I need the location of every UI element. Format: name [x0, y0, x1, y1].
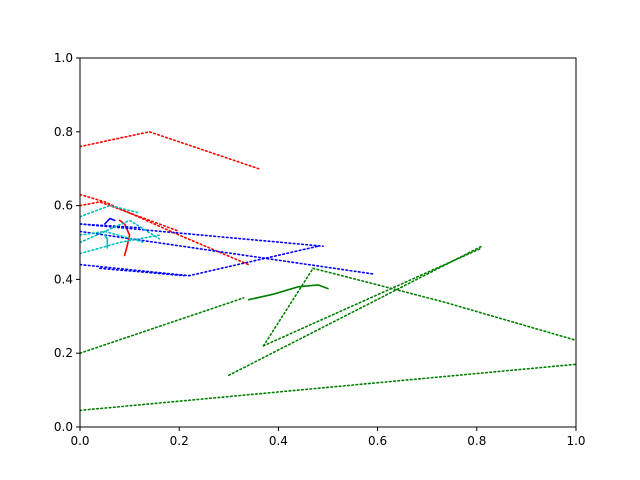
green-solid-series-line-21 [247, 284, 329, 301]
blue-solid-series-line-9 [104, 217, 116, 225]
y-tick-label: 1.0 [54, 51, 73, 65]
blue-dotted-series-line-8 [80, 223, 141, 229]
cyan-solid-series-line-14 [104, 234, 109, 249]
series-group [80, 131, 576, 412]
x-axis: 0.0 0.2 0.4 0.6 0.8 1.0 [70, 427, 586, 448]
x-tick-label: 0.8 [467, 434, 486, 448]
red-dotted-series-line-1 [80, 193, 250, 266]
green-dotted-series-line-19 [262, 247, 483, 347]
blue-dotted-series-line-6 [80, 245, 319, 277]
green-dotted-series-line-18 [228, 245, 483, 377]
red-dotted-series-line-0 [80, 131, 260, 170]
x-tick-label: 0.6 [368, 434, 387, 448]
blue-dotted-series-line-4 [80, 223, 324, 247]
y-tick-label: 0.0 [54, 420, 73, 434]
x-tick-label: 0.0 [70, 434, 89, 448]
cyan-dotted-series-line-12 [80, 219, 161, 244]
green-dotted-series-line-20 [262, 267, 314, 347]
y-tick-label: 0.2 [54, 346, 73, 360]
x-tick-label: 1.0 [566, 434, 585, 448]
green-dotted-series-line-15 [80, 297, 245, 355]
plot-frame [79, 57, 577, 428]
cyan-dotted-series-line-10 [80, 204, 141, 218]
blue-dotted-series-line-5 [80, 230, 374, 275]
red-dotted-series-line-2 [80, 201, 180, 233]
blue-dotted-series-line-7 [99, 267, 185, 277]
y-tick-label: 0.6 [54, 199, 73, 213]
green-dotted-series-line-17 [80, 363, 576, 412]
x-tick-label: 0.2 [170, 434, 189, 448]
y-tick-label: 0.4 [54, 272, 73, 286]
y-tick-label: 0.8 [54, 125, 73, 139]
green-dotted-series-line-16 [312, 267, 576, 342]
cyan-dotted-series-line-11 [80, 234, 161, 255]
x-tick-label: 0.4 [269, 434, 288, 448]
cyan-dotted-series-line-13 [80, 230, 146, 244]
y-axis: 0.0 0.2 0.4 0.6 0.8 1.0 [54, 51, 80, 434]
